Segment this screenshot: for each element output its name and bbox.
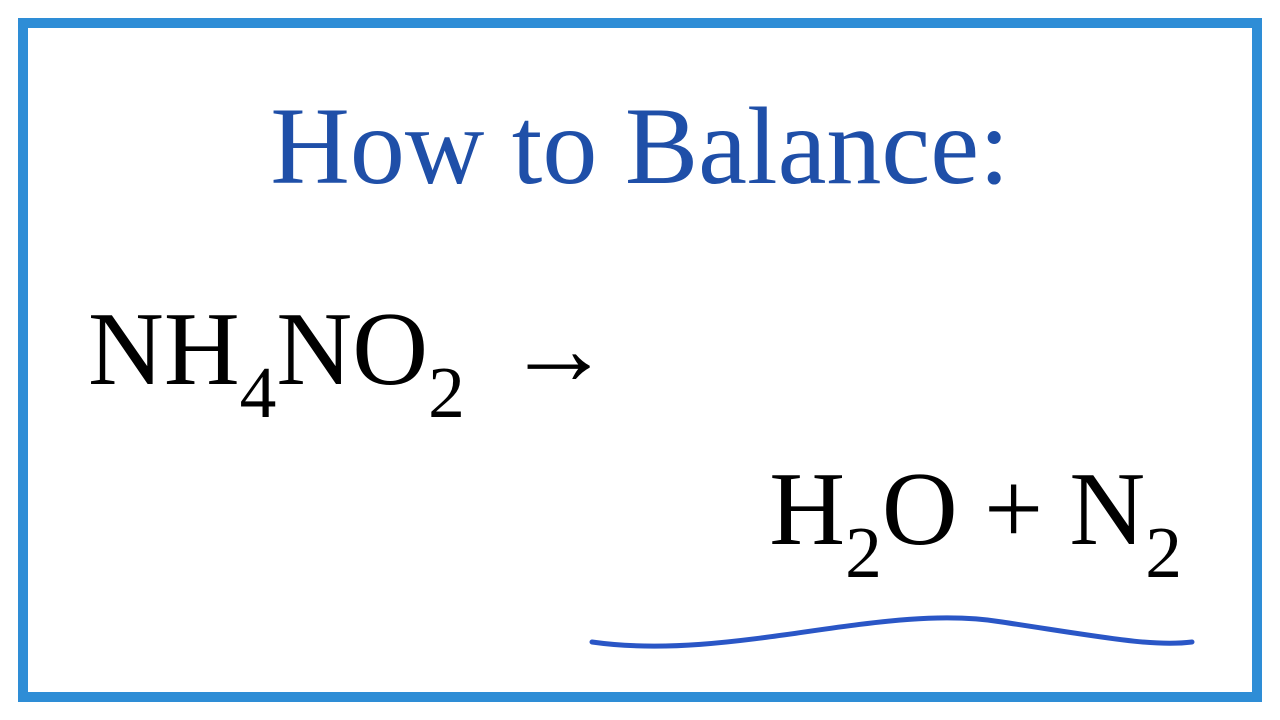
swoosh-path <box>592 618 1192 646</box>
reaction-arrow: → <box>506 288 611 409</box>
content-area: How to Balance: NH4NO2 → H2O + N2 <box>28 28 1252 692</box>
sub-2b: 2 <box>845 512 882 593</box>
sub-2c: 2 <box>1145 512 1182 593</box>
content-frame: How to Balance: NH4NO2 → H2O + N2 <box>18 18 1262 702</box>
product-2-formula: N2 <box>1069 450 1182 567</box>
equation-products-line: H2O + N2 <box>769 448 1182 584</box>
plus-sign: + <box>984 450 1069 567</box>
underline-swoosh <box>582 587 1202 667</box>
page-title: How to Balance: <box>28 83 1252 210</box>
sub-2a: 2 <box>428 352 465 433</box>
product-1-formula: H2O <box>769 450 984 567</box>
el-n-o: NO <box>276 290 428 407</box>
el-o: O <box>882 450 958 567</box>
equation-reactant-line: NH4NO2 → <box>88 288 611 424</box>
reactant-formula: NH4NO2 <box>88 290 491 407</box>
el-n-h: NH <box>88 290 240 407</box>
el-h: H <box>769 450 845 567</box>
sub-4: 4 <box>240 352 277 433</box>
el-n: N <box>1069 450 1145 567</box>
